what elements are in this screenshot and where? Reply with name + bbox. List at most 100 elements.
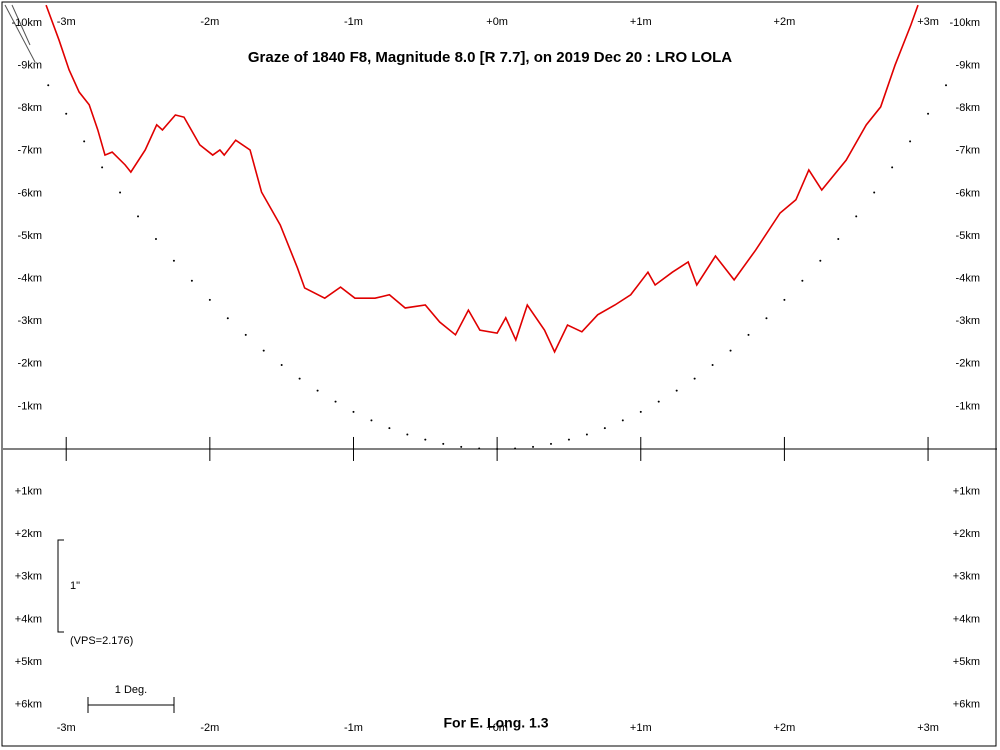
y-tick-label: +5km xyxy=(15,656,42,668)
x-axis-label: For E. Long. 1.3 xyxy=(443,715,548,731)
limb-dot xyxy=(406,433,409,436)
profile-line xyxy=(45,4,919,354)
limb-dot xyxy=(747,333,750,336)
limb-dot xyxy=(47,84,50,87)
limb-dot xyxy=(424,438,427,441)
limb-dot xyxy=(496,447,499,450)
x-tick-label: +3m xyxy=(917,16,939,28)
y-tick-label: -1km xyxy=(956,400,980,412)
y-tick-label: -10km xyxy=(11,17,42,29)
limb-dot xyxy=(298,377,301,380)
y-tick-label: -4km xyxy=(18,272,42,284)
limb-dot xyxy=(891,166,894,169)
x-tick-label: -1m xyxy=(344,722,363,734)
y-tick-label: -2km xyxy=(18,358,42,370)
x-tick-label: +1m xyxy=(630,16,652,28)
limb-dot xyxy=(226,317,229,320)
x-tick-label: +0m xyxy=(486,722,508,734)
x-tick-label: +2m xyxy=(774,722,796,734)
limb-dot xyxy=(621,419,624,422)
limb-dot xyxy=(460,445,463,448)
limb-dot xyxy=(172,259,175,262)
y-tick-label: -7km xyxy=(956,145,980,157)
y-tick-label: -5km xyxy=(956,230,980,242)
limb-dot xyxy=(280,364,283,367)
limb-dot xyxy=(83,140,86,143)
y-tick-label: +4km xyxy=(953,613,980,625)
limb-dot xyxy=(262,349,265,352)
y-tick-label: -3km xyxy=(956,315,980,327)
limb-dot xyxy=(657,400,660,403)
x-tick-label: +1m xyxy=(630,722,652,734)
y-tick-label: +3km xyxy=(15,571,42,583)
y-tick-label: -6km xyxy=(18,187,42,199)
limb-dot xyxy=(927,112,930,115)
y-tick-label: +2km xyxy=(953,528,980,540)
y-tick-label: +4km xyxy=(15,613,42,625)
limb-dot xyxy=(154,237,157,240)
x-tick-label: -3m xyxy=(57,16,76,28)
annotation: 1 Deg. xyxy=(115,684,147,696)
y-tick-label: -8km xyxy=(18,102,42,114)
y-tick-label: +6km xyxy=(15,698,42,710)
y-tick-label: +1km xyxy=(953,485,980,497)
limb-dot xyxy=(567,438,570,441)
limb-dot xyxy=(137,215,140,218)
limb-dot xyxy=(729,349,732,352)
x-tick-label: -2m xyxy=(200,722,219,734)
limb-dot xyxy=(442,442,445,445)
x-tick-label: -3m xyxy=(57,722,76,734)
y-tick-label: -10km xyxy=(949,17,980,29)
annotation: (VPS=2.176) xyxy=(70,635,133,647)
corner-line xyxy=(11,4,31,46)
limb-dot xyxy=(819,259,822,262)
limb-dot xyxy=(765,317,768,320)
y-tick-label: -9km xyxy=(956,60,980,72)
limb-dot xyxy=(585,433,588,436)
y-tick-label: -1km xyxy=(18,400,42,412)
y-tick-label: +5km xyxy=(953,656,980,668)
y-tick-label: +2km xyxy=(15,528,42,540)
limb-dot xyxy=(388,427,391,430)
x-tick-label: +2m xyxy=(774,16,796,28)
limb-dot xyxy=(711,364,714,367)
limb-dot xyxy=(603,427,606,430)
limb-dot xyxy=(478,447,481,450)
y-tick-label: +3km xyxy=(953,571,980,583)
scale-bar xyxy=(87,697,175,713)
limb-dot xyxy=(873,191,876,194)
limb-dot xyxy=(190,279,193,282)
y-tick-label: -6km xyxy=(956,187,980,199)
limb-dot xyxy=(65,112,68,115)
y-tick-label: -4km xyxy=(956,272,980,284)
limb-dot xyxy=(532,445,535,448)
limb-dot xyxy=(208,298,211,301)
y-tick-label: +6km xyxy=(953,698,980,710)
limb-dot xyxy=(514,447,517,450)
y-tick-label: +1km xyxy=(15,485,42,497)
limb-dot xyxy=(855,215,858,218)
limb-dot xyxy=(334,400,337,403)
corner-line xyxy=(4,4,36,63)
limb-dot xyxy=(316,389,319,392)
x-tick-label: -2m xyxy=(200,16,219,28)
scale-bar xyxy=(57,539,64,633)
x-tick-label: +0m xyxy=(486,16,508,28)
limb-dot xyxy=(837,237,840,240)
limb-dot xyxy=(675,389,678,392)
limb-dot xyxy=(909,140,912,143)
limb-dot xyxy=(352,410,355,413)
limb-dot xyxy=(549,442,552,445)
y-tick-label: -5km xyxy=(18,230,42,242)
annotation: 1" xyxy=(70,580,80,592)
limb-dot xyxy=(801,279,804,282)
x-tick-label: -1m xyxy=(344,16,363,28)
y-tick-label: -7km xyxy=(18,145,42,157)
limb-dot xyxy=(119,191,122,194)
y-tick-label: -2km xyxy=(956,358,980,370)
limb-dot xyxy=(945,84,948,87)
limb-dot xyxy=(783,298,786,301)
limb-dot xyxy=(370,419,373,422)
y-tick-label: -8km xyxy=(956,102,980,114)
